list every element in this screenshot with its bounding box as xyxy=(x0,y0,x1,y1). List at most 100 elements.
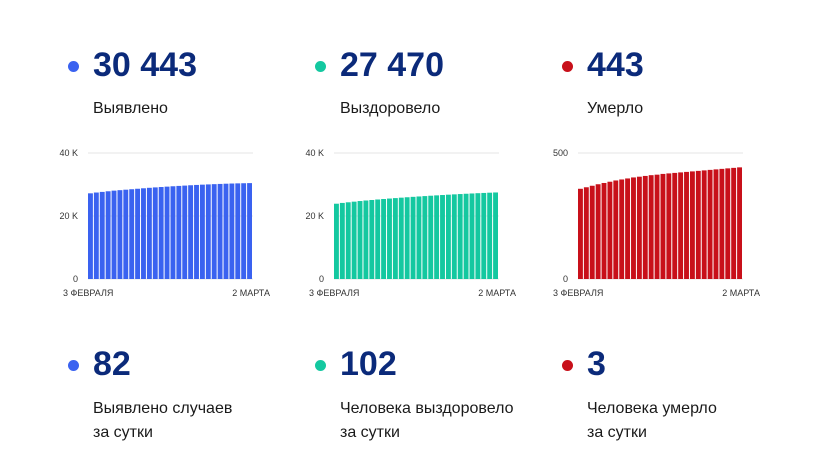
bar xyxy=(363,200,369,279)
bar xyxy=(707,169,713,279)
bar xyxy=(654,174,660,279)
detected-dot xyxy=(68,61,79,72)
recovered-total-label: Выздоровело xyxy=(340,100,441,117)
bar xyxy=(636,176,642,279)
bar xyxy=(463,193,469,279)
x-end-label: 2 МАРТА xyxy=(722,288,760,298)
bar xyxy=(182,185,188,279)
x-end-label: 2 МАРТА xyxy=(232,288,270,298)
bar xyxy=(583,187,589,279)
bar xyxy=(457,194,463,279)
bar xyxy=(578,188,583,279)
bar xyxy=(93,192,99,279)
bar xyxy=(398,197,404,279)
bar xyxy=(737,167,742,279)
bar xyxy=(199,184,205,279)
bar xyxy=(589,185,595,279)
bar xyxy=(684,171,689,279)
bar xyxy=(357,201,363,279)
bar xyxy=(141,188,146,279)
detected-daily-value: 82 xyxy=(93,345,131,383)
bar xyxy=(176,185,182,279)
deaths-total: 443 xyxy=(587,46,644,84)
bar xyxy=(135,188,141,279)
bar xyxy=(648,175,654,279)
detected-daily-label-1: Выявлено случаев xyxy=(93,400,233,417)
recovered-daily-label-1: Человека выздоровело xyxy=(340,400,514,417)
bar xyxy=(613,180,619,279)
bar xyxy=(660,173,666,279)
bar xyxy=(666,173,672,279)
bar xyxy=(105,191,111,279)
bar xyxy=(211,184,217,279)
bar xyxy=(235,183,241,279)
bar xyxy=(713,169,719,279)
detected-daily-dot xyxy=(68,360,79,371)
bar xyxy=(241,183,247,279)
bar xyxy=(625,178,631,279)
bar xyxy=(689,171,695,279)
bar xyxy=(445,194,451,279)
deaths-daily-label-2: за сутки xyxy=(587,424,647,441)
bar xyxy=(595,184,601,279)
bar xyxy=(345,202,351,279)
recovered-daily-dot xyxy=(315,360,326,371)
bar xyxy=(152,187,158,279)
y-tick-label: 0 xyxy=(73,274,78,284)
detected-total: 30 443 xyxy=(93,46,197,84)
chart-recovered: 0 20 K 40 K 3 ФЕВРАЛЯ 2 МАРТА xyxy=(305,148,516,298)
y-tick-label: 20 K xyxy=(305,211,324,221)
bar xyxy=(701,170,707,279)
y-tick-label: 500 xyxy=(553,148,568,158)
bar xyxy=(351,201,357,279)
bar xyxy=(158,187,164,279)
bar xyxy=(469,193,475,279)
bar xyxy=(205,184,211,279)
bar xyxy=(731,167,737,279)
bar xyxy=(642,175,648,279)
chart-deaths: 0 500 3 ФЕВРАЛЯ 2 МАРТА xyxy=(553,148,760,298)
bar xyxy=(422,196,428,279)
recovered-dot xyxy=(315,61,326,72)
recovered-total: 27 470 xyxy=(340,46,444,84)
bar xyxy=(117,190,123,279)
bar xyxy=(725,168,731,279)
bar xyxy=(123,189,129,279)
bar xyxy=(223,183,229,279)
bar xyxy=(404,197,410,279)
bar xyxy=(194,184,199,279)
x-start-label: 3 ФЕВРАЛЯ xyxy=(63,288,113,298)
bar xyxy=(440,195,445,279)
bar xyxy=(475,193,481,279)
deaths-daily-value: 3 xyxy=(587,345,606,383)
bar xyxy=(601,182,607,279)
bar xyxy=(678,172,684,279)
bar xyxy=(410,196,416,279)
bar xyxy=(428,195,434,279)
bar xyxy=(188,185,194,279)
bar xyxy=(146,187,152,279)
bar xyxy=(487,192,493,279)
chart-detected: 0 20 K 40 K 3 ФЕВРАЛЯ 2 МАРТА xyxy=(59,148,270,298)
bar xyxy=(387,198,392,279)
bar xyxy=(451,194,457,279)
bar xyxy=(170,186,176,279)
bar xyxy=(217,183,223,279)
bar xyxy=(672,172,678,279)
bar xyxy=(111,190,117,279)
bar xyxy=(631,177,636,279)
bar xyxy=(719,168,725,279)
bar xyxy=(375,199,381,279)
bar xyxy=(334,203,339,279)
bar xyxy=(339,202,345,279)
y-tick-label: 0 xyxy=(563,274,568,284)
bar xyxy=(392,198,398,279)
bar xyxy=(695,170,701,279)
bar xyxy=(607,181,613,279)
bar xyxy=(164,186,170,279)
bar xyxy=(416,196,422,279)
y-tick-label: 0 xyxy=(319,274,324,284)
y-tick-label: 40 K xyxy=(305,148,324,158)
bar xyxy=(247,183,252,279)
y-tick-label: 20 K xyxy=(59,211,78,221)
